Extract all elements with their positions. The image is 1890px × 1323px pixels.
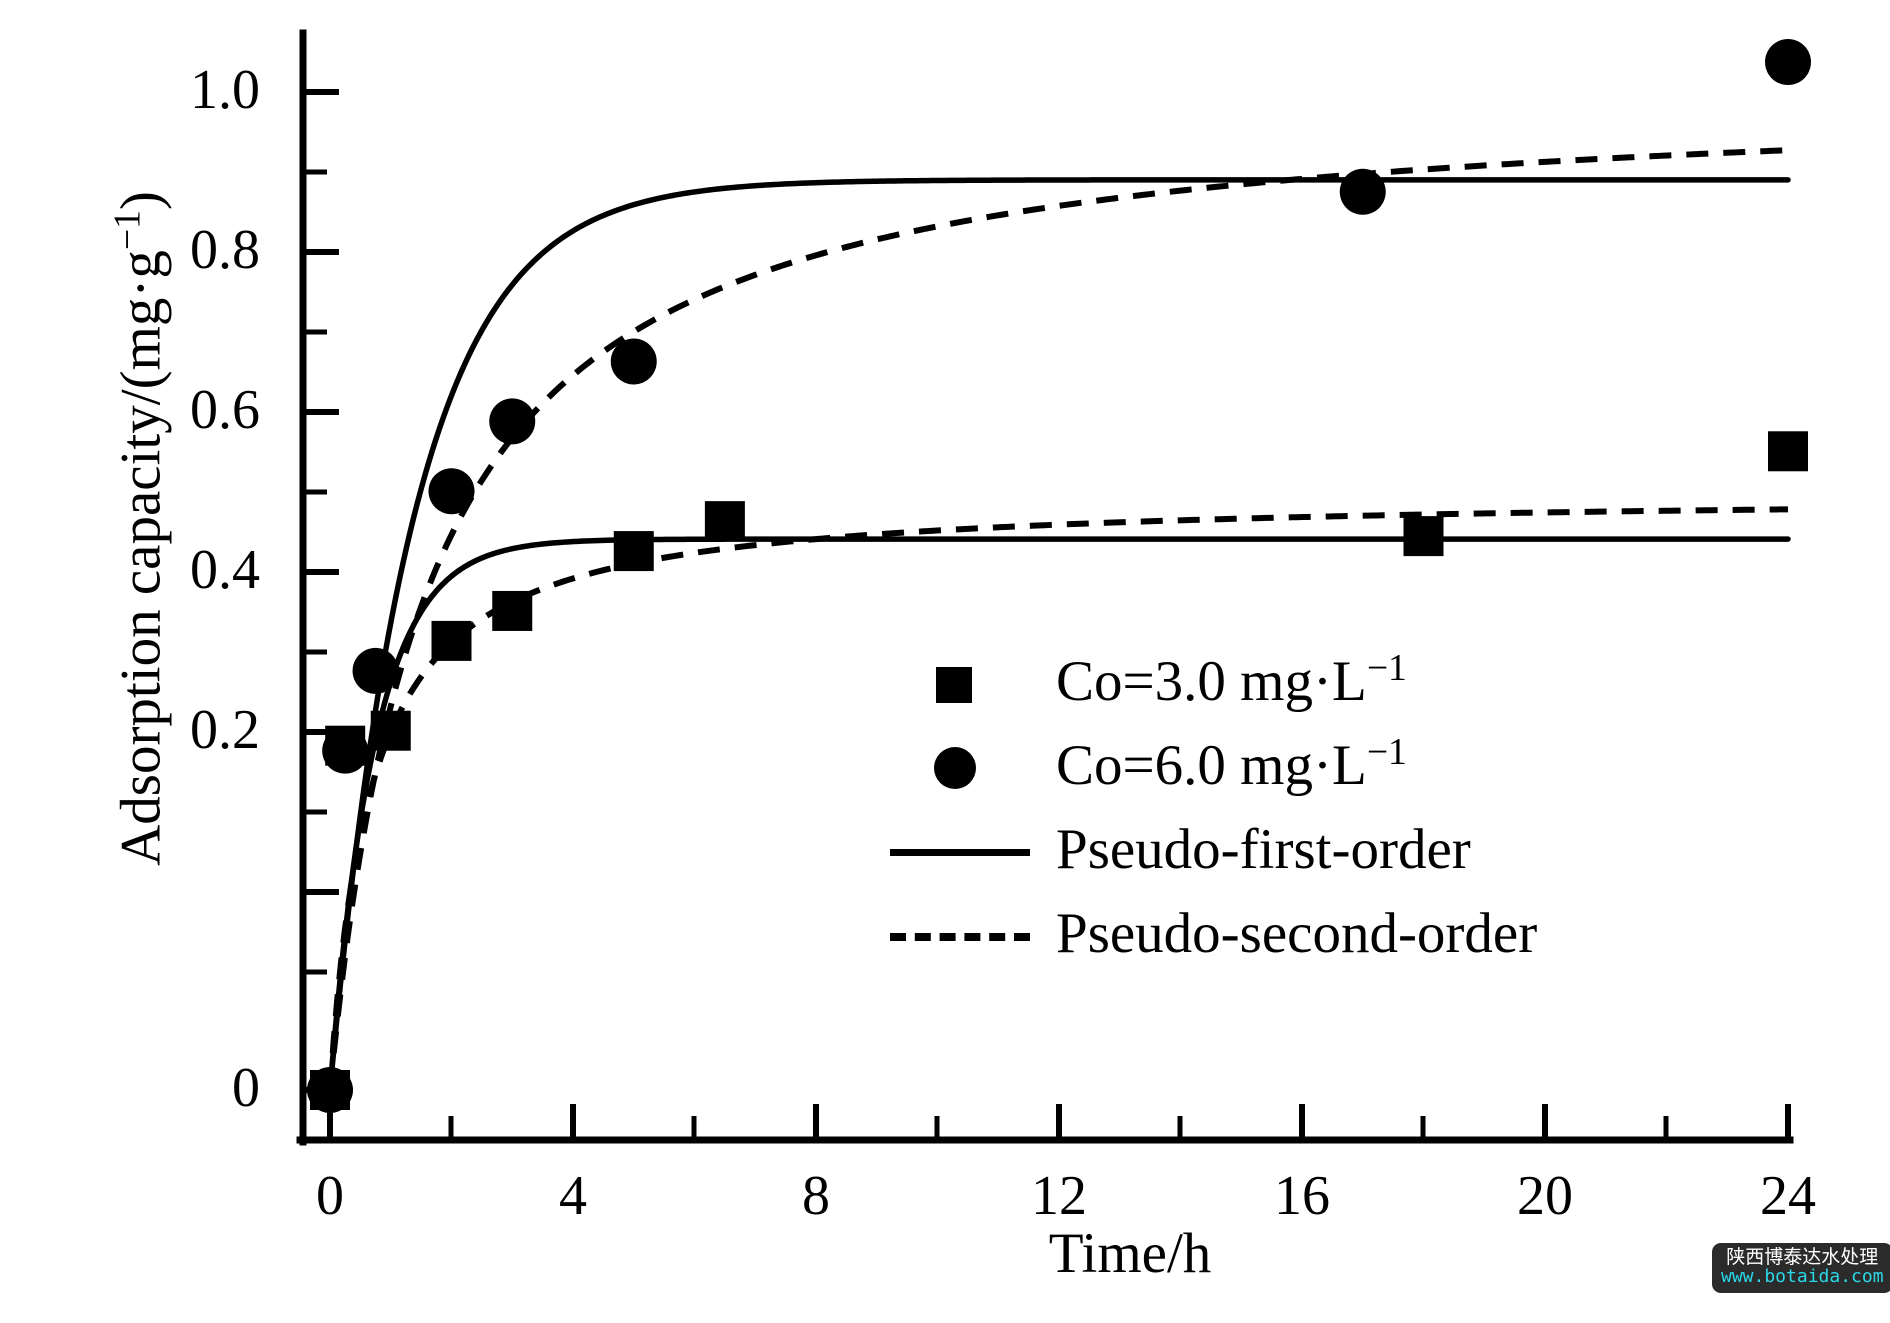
legend-key-circle — [880, 729, 1040, 813]
legend-label-co3-sup: −1 — [1366, 647, 1407, 689]
y-tick-label-0.4: 0.4 — [190, 539, 260, 601]
data-marker-square — [1403, 516, 1444, 557]
watermark-company: 陕西博泰达水处理 — [1726, 1246, 1879, 1268]
legend-label-co6-main: Co=6.0 mg·L — [1056, 734, 1367, 797]
y-tick-label-1.0: 1.0 — [190, 59, 260, 121]
data-marker-square — [704, 501, 745, 542]
legend-label-co6: Co=6.0 mg·L−1 — [1056, 733, 1407, 797]
y-axis-title-close: ) — [109, 191, 173, 211]
legend-label-pseudo-first-order: Pseudo-first-order — [1056, 818, 1471, 881]
legend-key-dashed-line — [880, 897, 1040, 981]
legend-label-co6-sup: −1 — [1366, 731, 1407, 773]
legend-key-solid-line — [880, 813, 1040, 897]
fit-curve-solid-2 — [327, 177, 1791, 1093]
y-axis-minor-ticks — [303, 169, 327, 975]
legend-label-co3-main: Co=3.0 mg·L — [1056, 650, 1367, 713]
x-tick-label-0: 0 — [316, 1165, 344, 1227]
x-axis-title: Time/h — [1048, 1222, 1212, 1285]
y-tick-label-0.2: 0.2 — [190, 699, 260, 761]
legend-label-pseudo-second-order: Pseudo-second-order — [1056, 902, 1538, 965]
square-marker-icon — [936, 667, 972, 703]
legend-key-square — [880, 645, 1040, 729]
dashed-line-icon — [890, 933, 1030, 941]
data-marker-circle — [307, 1067, 353, 1113]
legend-item-pseudo-first-order[interactable]: Pseudo-first-order — [880, 813, 1560, 897]
fit-curves-group — [327, 147, 1791, 1093]
y-axis-major-ticks — [303, 89, 339, 1093]
data-marker-circle — [1765, 39, 1811, 86]
x-tick-label-16: 16 — [1274, 1165, 1330, 1227]
data-marker-circle — [322, 727, 369, 774]
x-axis-minor-ticks — [448, 1116, 1669, 1140]
x-tick-label-4: 4 — [559, 1165, 587, 1227]
legend-item-pseudo-second-order[interactable]: Pseudo-second-order — [880, 897, 1560, 981]
y-axis-title-main: Adsorption capacity/(mg·g — [109, 250, 173, 866]
x-tick-label-24: 24 — [1760, 1165, 1816, 1227]
legend-label-co3: Co=3.0 mg·L−1 — [1056, 649, 1407, 713]
fit-curve-solid-0 — [327, 536, 1791, 1093]
chart-legend: Co=3.0 mg·L−1 Co=6.0 mg·L−1 Pseudo-first… — [880, 645, 1560, 981]
data-marker-circle — [352, 647, 399, 694]
data-marker-square — [431, 620, 472, 661]
data-marker-square — [370, 710, 411, 751]
data-marker-square — [613, 531, 654, 572]
data-marker-square — [492, 590, 533, 631]
data-marker-circle — [1339, 168, 1386, 215]
data-marker-square — [1768, 431, 1808, 472]
x-tick-label-20: 20 — [1517, 1165, 1573, 1227]
circle-marker-icon — [934, 747, 976, 789]
fit-curve-dashed-3 — [327, 147, 1789, 1091]
legend-item-co3[interactable]: Co=3.0 mg·L−1 — [880, 645, 1560, 729]
fit-curve-dashed-1 — [327, 506, 1789, 1091]
watermark-badge: 陕西博泰达水处理 www.botaida.com — [1712, 1243, 1890, 1293]
y-tick-label-0.8: 0.8 — [190, 219, 260, 281]
data-marker-circle — [428, 468, 475, 515]
legend-item-co6[interactable]: Co=6.0 mg·L−1 — [880, 729, 1560, 813]
data-marker-circle — [489, 398, 536, 445]
y-axis-title: Adsorption capacity/(mg·g−1) — [107, 149, 173, 909]
x-tick-label-8: 8 — [802, 1165, 830, 1227]
y-axis-title-superscript: −1 — [106, 210, 149, 251]
x-tick-label-12: 12 — [1031, 1165, 1087, 1227]
data-markers-group — [307, 39, 1811, 1113]
x-axis-major-ticks — [327, 1104, 1791, 1140]
data-marker-circle — [610, 338, 657, 385]
y-tick-label-0: 0 — [232, 1057, 260, 1119]
solid-line-icon — [890, 849, 1030, 856]
watermark-url: www.botaida.com — [1721, 1265, 1884, 1287]
y-tick-label-0.6: 0.6 — [190, 379, 260, 441]
